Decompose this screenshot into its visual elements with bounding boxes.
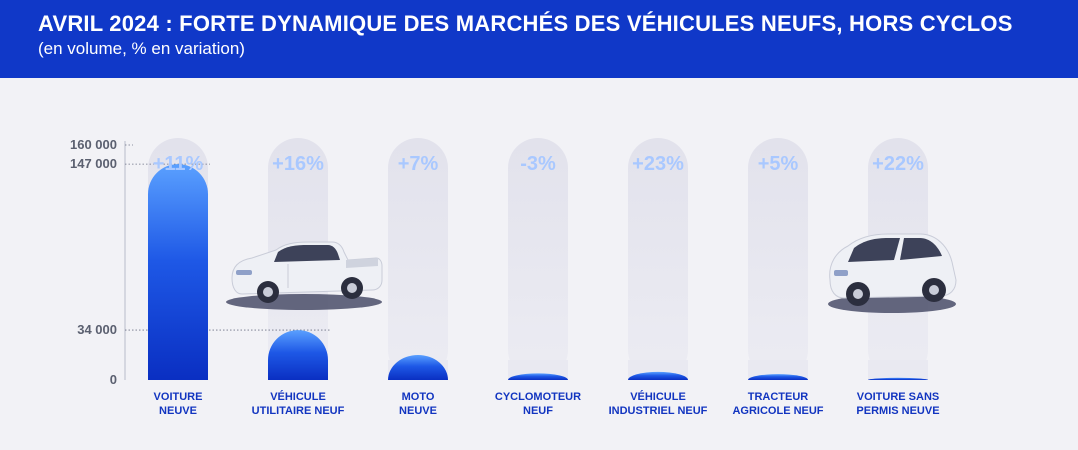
y-tick-label: 147 000: [70, 156, 117, 171]
bar-chart: 160 000 147 000 34 000 0 +11% VOITURE NEUVE +1…: [70, 137, 957, 417]
bar: [388, 355, 448, 380]
bar: [268, 330, 328, 380]
bar: [148, 164, 208, 380]
bar-background-capsule: [388, 138, 448, 380]
bar-background-capsule: [748, 138, 808, 380]
category-label-line: INDUSTRIEL NEUF: [609, 405, 708, 417]
category-label: VÉHICULE INDUSTRIEL NEUF: [609, 390, 708, 417]
y-tick-label: 0: [110, 372, 117, 387]
category-label: MOTO NEUVE: [399, 391, 437, 417]
bar: [868, 377, 928, 380]
pickup-truck-illustration: [226, 241, 383, 310]
category-label-line: NEUVE: [399, 405, 437, 417]
category-label: VOITURE SANS PERMIS NEUVE: [856, 391, 939, 417]
y-tick-label: 34 000: [77, 322, 117, 337]
chart-title: AVRIL 2024 : FORTE DYNAMIQUE DES MARCHÉS…: [38, 11, 1013, 36]
bar: [628, 371, 688, 380]
category-label: CYCLOMOTEUR NEUF: [495, 391, 581, 417]
category-label-line: TRACTEUR: [748, 391, 809, 403]
variation-label: +11%: [153, 153, 204, 175]
bar-background-capsule: [628, 138, 688, 380]
category-label-line: VÉHICULE: [630, 390, 686, 403]
bar-background-base: [868, 360, 928, 380]
category-label-line: PERMIS NEUVE: [856, 405, 939, 417]
variation-label: -3%: [520, 153, 556, 175]
category-label-line: AGRICOLE NEUF: [732, 405, 823, 417]
y-tick-label: 160 000: [70, 137, 117, 152]
bar-background-capsule: [508, 138, 568, 380]
category-label: TRACTEUR AGRICOLE NEUF: [732, 391, 823, 417]
category-label: VOITURE NEUVE: [154, 391, 203, 417]
variation-label: +5%: [758, 153, 799, 175]
category-label-line: CYCLOMOTEUR: [495, 391, 581, 403]
header-banner: AVRIL 2024 : FORTE DYNAMIQUE DES MARCHÉS…: [0, 0, 1078, 78]
category-label-line: NEUVE: [159, 405, 197, 417]
bar: [508, 373, 568, 380]
variation-label: +23%: [632, 153, 684, 175]
variation-label: +16%: [272, 153, 324, 175]
category-label-line: VOITURE SANS: [857, 391, 940, 403]
variation-label: +22%: [872, 153, 924, 175]
category-label-line: VOITURE: [154, 391, 203, 403]
city-car-illustration: [828, 233, 957, 313]
bar: [748, 374, 808, 380]
category-label-line: VÉHICULE: [270, 390, 326, 403]
category-label: VÉHICULE UTILITAIRE NEUF: [252, 390, 345, 417]
category-label-line: MOTO: [402, 391, 435, 403]
chart-subtitle: (en volume, % en variation): [38, 39, 245, 58]
variation-label: +7%: [398, 153, 439, 175]
category-label-line: NEUF: [523, 405, 553, 417]
category-label-line: UTILITAIRE NEUF: [252, 405, 345, 417]
